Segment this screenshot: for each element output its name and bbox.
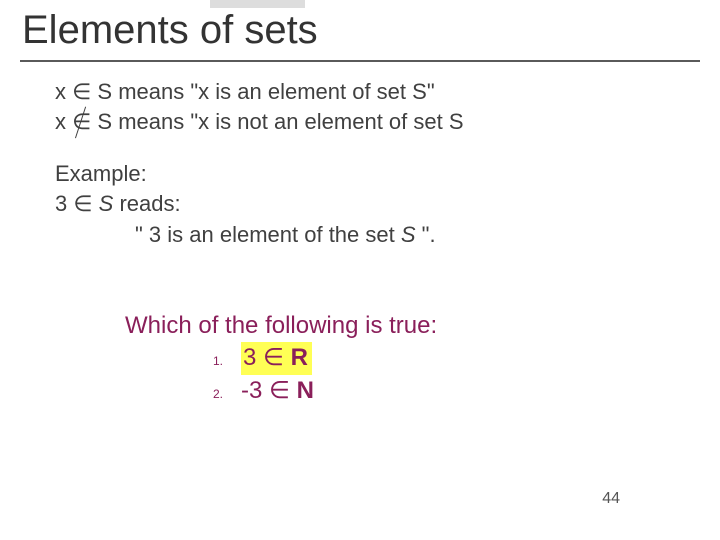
example-3: 3 bbox=[55, 191, 73, 216]
example-expression: 3 ∈ S reads: bbox=[55, 190, 685, 218]
definition-not-element-of: x ∈ S means "x is not an element of set … bbox=[55, 108, 685, 136]
element-of-symbol: ∈ bbox=[263, 344, 284, 371]
example-set-S: S bbox=[99, 191, 114, 216]
title-underline bbox=[20, 60, 700, 62]
set-R: R bbox=[284, 344, 308, 371]
slide-title: Elements of sets bbox=[22, 8, 318, 53]
not-element-of-symbol: ∈ bbox=[72, 108, 91, 136]
page-number: 44 bbox=[602, 490, 620, 508]
example-reads-label: reads: bbox=[113, 191, 180, 216]
option-1-text: 3 ∈ R bbox=[241, 342, 312, 374]
example-reading: " 3 is an element of the set S ". bbox=[55, 221, 685, 249]
option-1: 1. 3 ∈ R bbox=[205, 342, 437, 374]
set-N: N bbox=[290, 377, 314, 404]
example-reading-set: S bbox=[401, 222, 422, 247]
def2-var: x bbox=[55, 109, 72, 134]
option-2-lhs: -3 bbox=[241, 377, 269, 404]
def1-text: S means "x is an element of set S" bbox=[91, 79, 434, 104]
slide: Elements of sets x ∈ S means "x is an el… bbox=[0, 0, 720, 540]
example-reading-pre: " 3 is an element of the set bbox=[135, 222, 401, 247]
question-block: Which of the following is true: 1. 3 ∈ R… bbox=[125, 310, 437, 407]
example-label: Example: bbox=[55, 160, 685, 188]
example-reading-post: ". bbox=[422, 222, 436, 247]
element-of-symbol: ∈ bbox=[73, 191, 92, 216]
question-options: 1. 3 ∈ R 2. -3 ∈ N bbox=[125, 342, 437, 407]
body-text: x ∈ S means "x is an element of set S" x… bbox=[55, 78, 685, 251]
option-2-text: -3 ∈ N bbox=[241, 375, 314, 407]
option-2: 2. -3 ∈ N bbox=[205, 375, 437, 407]
definition-element-of: x ∈ S means "x is an element of set S" bbox=[55, 78, 685, 106]
spacer bbox=[55, 138, 685, 160]
option-1-lhs: 3 bbox=[243, 344, 263, 371]
option-2-number: 2. bbox=[205, 380, 223, 402]
def1-var: x bbox=[55, 79, 72, 104]
question-prompt: Which of the following is true: bbox=[125, 310, 437, 342]
title-shadow-decor bbox=[210, 0, 305, 8]
element-of-symbol: ∈ bbox=[269, 377, 290, 404]
def2-text: S means "x is not an element of set S bbox=[91, 109, 463, 134]
option-1-number: 1. bbox=[205, 347, 223, 369]
element-of-symbol: ∈ bbox=[72, 79, 91, 104]
